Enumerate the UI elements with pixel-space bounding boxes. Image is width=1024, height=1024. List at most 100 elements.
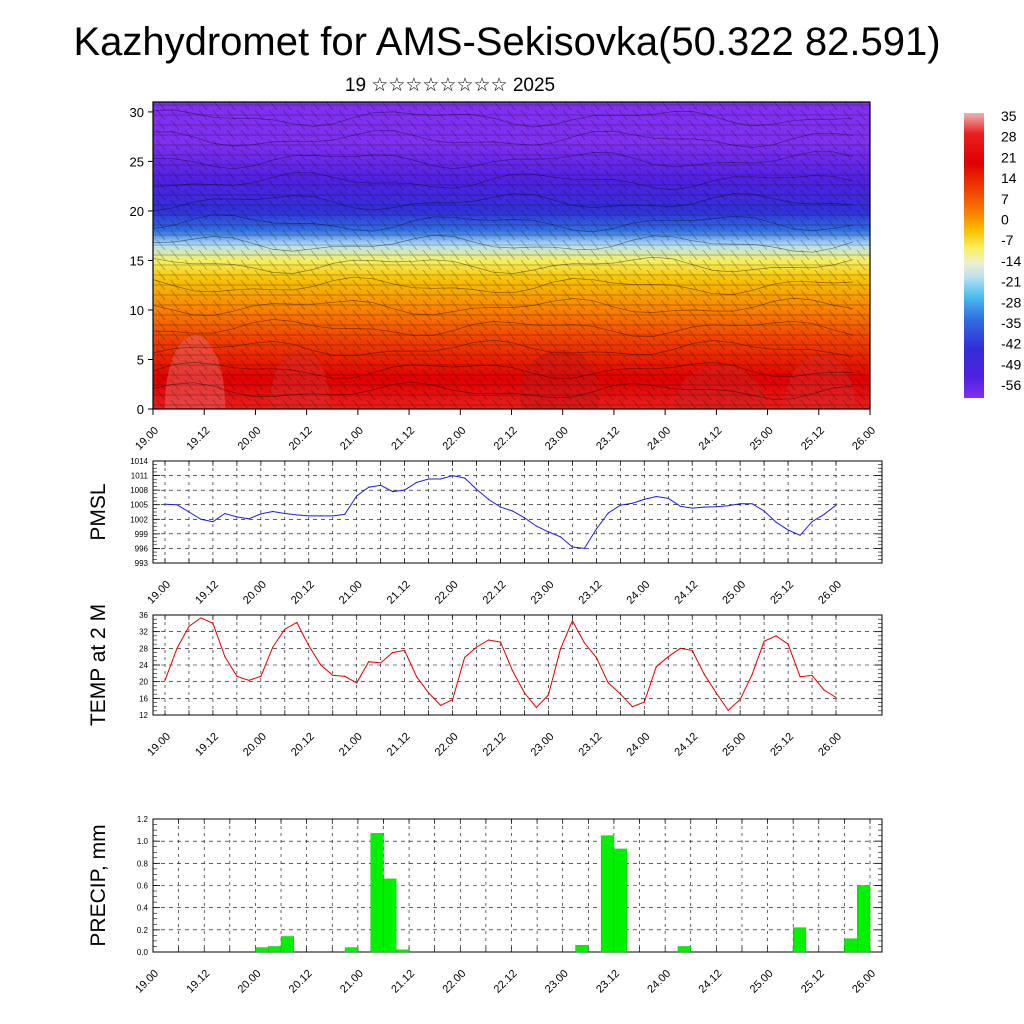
y-tick-label: 0 <box>137 402 144 417</box>
precip-bar <box>677 946 691 953</box>
data-point <box>296 514 298 516</box>
data-point <box>380 484 382 486</box>
precip-bar <box>344 947 359 953</box>
streamline <box>153 339 854 358</box>
colorbar-label: -7 <box>1001 232 1014 248</box>
data-point <box>260 675 262 677</box>
data-point <box>547 531 550 533</box>
cross-section-x-axis: 19.00 19.12 20.00 20.12 21.00 21.12 22.00 22.12… <box>133 409 878 453</box>
data-point <box>571 620 573 622</box>
data-point <box>463 477 466 479</box>
x-tick-label: 21.00 <box>338 968 366 996</box>
colorbar-ramp <box>964 113 984 398</box>
y-tick-label: 0.0 <box>137 948 149 957</box>
data-point <box>248 679 250 682</box>
data-point <box>260 513 262 515</box>
colorbar-label: 14 <box>1001 170 1017 186</box>
data-point <box>811 521 813 523</box>
data-point <box>619 504 621 506</box>
y-tick-label: 25 <box>130 154 144 169</box>
data-point <box>595 656 597 659</box>
data-point <box>535 525 538 527</box>
colorbar-label: 7 <box>1001 191 1009 207</box>
data-point <box>451 698 454 701</box>
x-tick-label: 21.00 <box>338 425 366 453</box>
y-tick-label: 30 <box>130 105 144 120</box>
colorbar-label: -21 <box>1001 274 1021 290</box>
y-tick-label: 1.0 <box>137 837 149 846</box>
x-tick-label: 24.12 <box>672 579 700 607</box>
data-point <box>703 673 705 675</box>
x-tick-label: 19.12 <box>184 968 212 996</box>
data-point <box>739 698 741 701</box>
y-tick-label: 996 <box>135 544 149 553</box>
x-tick-label: 25.00 <box>748 425 776 453</box>
y-axis-title: PMSL <box>87 483 110 540</box>
precip-bar <box>844 938 858 953</box>
data-point <box>835 696 837 699</box>
colorbar-label: -14 <box>1001 253 1021 269</box>
data-point <box>463 656 466 659</box>
streamline <box>153 361 854 379</box>
data-point <box>583 547 585 550</box>
x-tick-label: 25.12 <box>799 425 827 453</box>
data-point <box>392 491 394 493</box>
x-tick-label: 19.12 <box>184 425 212 453</box>
x-tick-label: 24.12 <box>697 425 725 453</box>
precip-bar <box>255 947 269 953</box>
x-tick-label: 21.12 <box>385 731 413 759</box>
precip-bar <box>792 927 807 953</box>
x-tick-label: 20.00 <box>241 731 269 759</box>
x-tick-label: 26.00 <box>850 425 878 453</box>
data-point <box>164 679 166 682</box>
precip-bar <box>575 945 589 953</box>
data-point <box>344 513 346 516</box>
precip-bar <box>268 946 282 953</box>
data-point <box>320 515 322 517</box>
data-point <box>439 704 442 707</box>
x-tick-label: 19.00 <box>145 579 173 607</box>
x-tick-label: 19.00 <box>133 425 161 453</box>
data-point <box>392 651 394 654</box>
data-point <box>188 511 190 513</box>
panel-frame <box>152 460 883 564</box>
x-tick-label: 23.12 <box>577 579 605 607</box>
data-point <box>823 689 825 691</box>
colorbar-label: 35 <box>1001 108 1017 124</box>
data-point <box>775 635 777 637</box>
data-point <box>787 529 789 531</box>
data-point <box>835 504 837 506</box>
y-tick-label: 12 <box>139 711 148 720</box>
x-tick-label: 23.12 <box>594 968 622 996</box>
x-tick-label: 25.12 <box>799 968 827 996</box>
colorbar-label: -35 <box>1001 315 1021 331</box>
precip-panel: 0.0 0.2 0.4 0.6 0.8 1.0 1.2 PRECIP, mm 19.00 19.1… <box>87 815 883 996</box>
x-tick-label: 22.00 <box>440 425 468 453</box>
x-tick-label: 26.00 <box>816 731 844 759</box>
streamline <box>153 276 854 295</box>
cross-section-panel: 0 5 10 15 20 25 30 19.00 19.12 20.00 20.12 21.00 21… <box>130 101 878 453</box>
data-point <box>775 521 777 523</box>
precip-bar <box>856 885 871 953</box>
x-tick-label: 23.00 <box>529 579 557 607</box>
x-tick-label: 24.00 <box>624 731 652 759</box>
precip-bar <box>383 878 397 953</box>
data-point <box>559 648 562 650</box>
data-point <box>428 692 430 694</box>
y-tick-label: 0.2 <box>137 926 149 935</box>
colorbar: 35 28 21 14 7 0 -7 -14 -21 -28 -35 -42 -49 -56 <box>964 108 1021 398</box>
data-point <box>619 693 621 695</box>
y-tick-label: 36 <box>139 611 148 620</box>
wind-streamlines <box>153 109 854 400</box>
y-tick-label: 32 <box>139 628 148 637</box>
data-point <box>739 503 741 505</box>
colorbar-label: -28 <box>1001 294 1021 310</box>
data-point <box>344 675 346 677</box>
x-tick-label: 24.00 <box>624 579 652 607</box>
data-point <box>176 504 178 506</box>
y-tick-label: 0.6 <box>137 882 149 891</box>
data-point <box>404 649 406 652</box>
data-point <box>236 516 238 518</box>
data-point <box>559 536 562 538</box>
y-axis-title: PRECIP, mm <box>87 824 110 946</box>
